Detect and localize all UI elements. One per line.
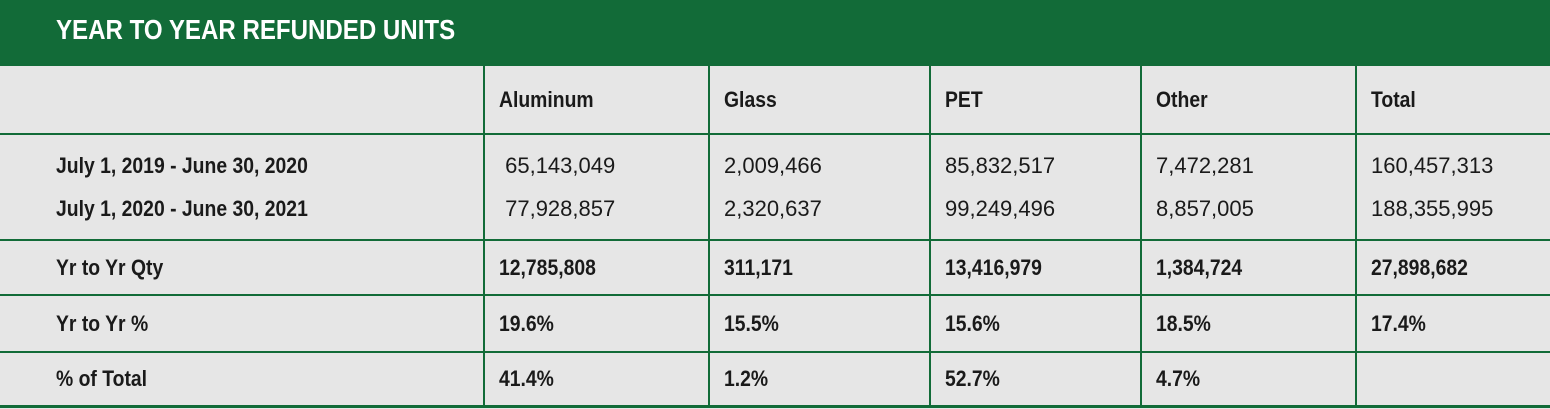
row-label: Yr to Yr Qty: [0, 240, 485, 296]
share-pet: 52.7%: [929, 352, 1142, 408]
pct-glass: 15.5%: [708, 295, 931, 353]
yr-to-yr-pct-row: Yr to Yr % 19.6% 15.5% 15.6% 18.5% 17.4%: [0, 295, 1550, 353]
other-2020-value: 8,857,005: [1156, 196, 1254, 221]
pct-aluminum: 19.6%: [483, 295, 710, 353]
header-cell-other: Other: [1140, 66, 1357, 135]
share-total: [1355, 352, 1550, 408]
glass-period-cell: 2,009,466 2,320,637: [708, 134, 931, 241]
header-row: Aluminum Glass PET Other Total: [0, 66, 1550, 135]
share-other: 4.7%: [1140, 352, 1357, 408]
period-labels-cell: July 1, 2019 - June 30, 2020 July 1, 202…: [0, 134, 485, 241]
header-cell-pet: PET: [929, 66, 1142, 135]
header-cell-blank: [0, 66, 485, 135]
aluminum-2019-value: 65,143,049: [499, 153, 616, 178]
total-period-cell: 160,457,313 188,355,995: [1355, 134, 1550, 241]
qty-other: 1,384,724: [1140, 240, 1357, 296]
qty-total: 27,898,682: [1355, 240, 1550, 296]
pct-pet: 15.6%: [929, 295, 1142, 353]
share-glass: 1.2%: [708, 352, 931, 408]
share-aluminum: 41.4%: [483, 352, 710, 408]
glass-2020-value: 2,320,637: [724, 196, 822, 221]
refunded-units-table: Aluminum Glass PET Other Total July 1, 2…: [0, 66, 1550, 408]
table-title: YEAR TO YEAR REFUNDED UNITS: [56, 14, 456, 45]
title-banner: YEAR TO YEAR REFUNDED UNITS: [0, 0, 1550, 66]
row-label: % of Total: [0, 352, 485, 408]
qty-glass: 311,171: [708, 240, 931, 296]
yr-to-yr-qty-row: Yr to Yr Qty 12,785,808 311,171 13,416,9…: [0, 240, 1550, 296]
glass-2019-value: 2,009,466: [724, 153, 822, 178]
period-rows: July 1, 2019 - June 30, 2020 July 1, 202…: [0, 134, 1550, 241]
qty-aluminum: 12,785,808: [483, 240, 710, 296]
pet-period-cell: 85,832,517 99,249,496: [929, 134, 1142, 241]
header-cell-total: Total: [1355, 66, 1550, 135]
period-label-2020: July 1, 2020 - June 30, 2021: [56, 196, 308, 221]
row-label: Yr to Yr %: [0, 295, 485, 353]
other-period-cell: 7,472,281 8,857,005: [1140, 134, 1357, 241]
total-2020-value: 188,355,995: [1371, 196, 1494, 221]
aluminum-2020-value: 77,928,857: [499, 196, 616, 221]
header-cell-aluminum: Aluminum: [483, 66, 710, 135]
period-label-2019: July 1, 2019 - June 30, 2020: [56, 153, 308, 178]
pet-2019-value: 85,832,517: [945, 153, 1056, 178]
pct-total: 17.4%: [1355, 295, 1550, 353]
header-cell-glass: Glass: [708, 66, 931, 135]
pet-2020-value: 99,249,496: [945, 196, 1056, 221]
aluminum-period-cell: 65,143,049 77,928,857: [483, 134, 710, 241]
qty-pet: 13,416,979: [929, 240, 1142, 296]
pct-other: 18.5%: [1140, 295, 1357, 353]
total-2019-value: 160,457,313: [1371, 153, 1494, 178]
pct-of-total-row: % of Total 41.4% 1.2% 52.7% 4.7%: [0, 352, 1550, 408]
other-2019-value: 7,472,281: [1156, 153, 1254, 178]
